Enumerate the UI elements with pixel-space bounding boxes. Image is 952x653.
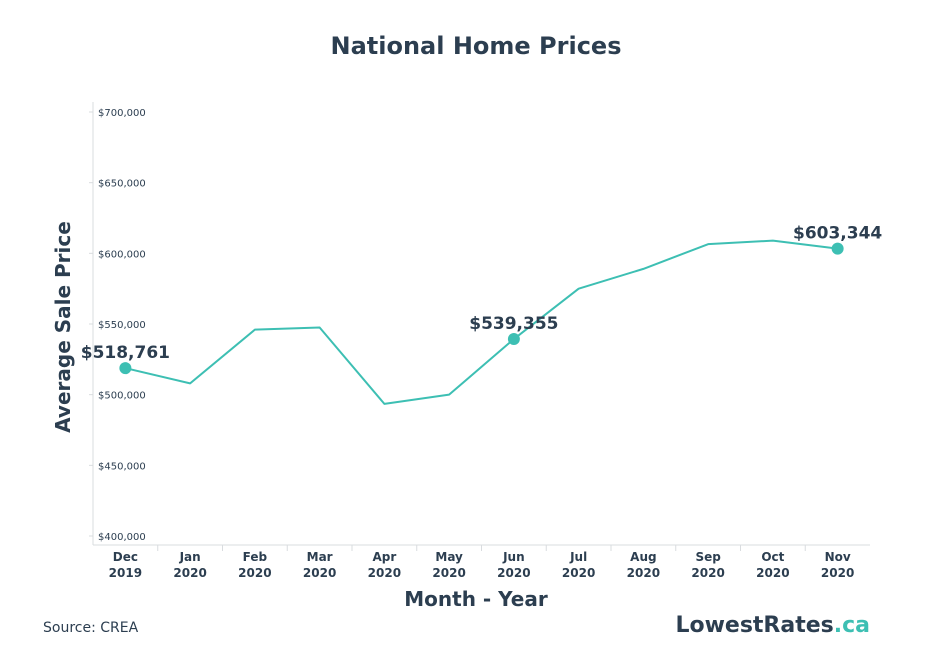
brand-name: LowestRates <box>675 613 833 638</box>
x-tick-label-year: 2020 <box>562 566 595 580</box>
series-group <box>125 239 838 405</box>
source-label: Source: CREA <box>43 620 139 636</box>
y-tick-label: $650,000 <box>98 179 146 190</box>
brand-logo: LowestRates.ca <box>675 613 870 638</box>
data-point-label: $603,344 <box>793 224 882 244</box>
chart-title: National Home Prices <box>331 32 622 60</box>
brand-suffix: .ca <box>834 613 870 638</box>
data-point-marker <box>831 242 844 255</box>
y-tick-label: $700,000 <box>98 108 146 119</box>
x-tick-label-year: 2020 <box>368 566 401 580</box>
data-point-marker <box>507 333 520 346</box>
x-tick-label-year: 2019 <box>109 566 142 580</box>
x-tick-label-month: Sep <box>695 550 721 564</box>
x-axis-title: Month - Year <box>404 587 548 611</box>
x-tick-label-month: Jun <box>502 550 525 564</box>
x-tick-label-year: 2020 <box>497 566 530 580</box>
x-tick-label-year: 2020 <box>432 566 465 580</box>
data-point-marker <box>119 362 132 375</box>
x-tick-label-year: 2020 <box>238 566 271 580</box>
y-tick-label: $550,000 <box>98 320 146 331</box>
series-line <box>125 239 838 405</box>
y-axis-ticks: $400,000 $450,000 $500,000 $550,000 $600,000… <box>89 108 146 543</box>
y-tick-label: $400,000 <box>98 532 146 543</box>
y-axis-title: Average Sale Price <box>51 221 75 433</box>
x-tick-label-month: Aug <box>630 550 656 564</box>
x-tick-label-year: 2020 <box>303 566 336 580</box>
x-axis-ticks: Dec 2019 Jan 2020 Feb 2020 Mar 2020 Apr 2020 May 20… <box>109 545 854 580</box>
x-tick-label-month: Mar <box>307 550 333 564</box>
data-point-label: $518,761 <box>81 343 170 363</box>
x-tick-label-month: Jul <box>569 550 587 564</box>
x-tick-label-month: Oct <box>761 550 784 564</box>
data-point-label: $539,355 <box>469 314 558 334</box>
y-tick-label: $500,000 <box>98 391 146 402</box>
x-tick-label-month: Jan <box>179 550 201 564</box>
x-tick-label-month: Feb <box>243 550 268 564</box>
annotation-group: $518,761 $539,355 $603,344 <box>81 224 882 375</box>
y-tick-label: $450,000 <box>98 461 146 472</box>
x-tick-label-month: Apr <box>372 550 396 564</box>
x-tick-label-year: 2020 <box>691 566 724 580</box>
y-tick-label: $600,000 <box>98 249 146 260</box>
x-tick-label-year: 2020 <box>627 566 660 580</box>
x-tick-label-month: Nov <box>825 550 851 564</box>
x-tick-label-year: 2020 <box>173 566 206 580</box>
x-tick-label-month: Dec <box>113 550 138 564</box>
x-tick-label-month: May <box>435 550 463 564</box>
x-tick-label-year: 2020 <box>821 566 854 580</box>
x-tick-label-year: 2020 <box>756 566 789 580</box>
